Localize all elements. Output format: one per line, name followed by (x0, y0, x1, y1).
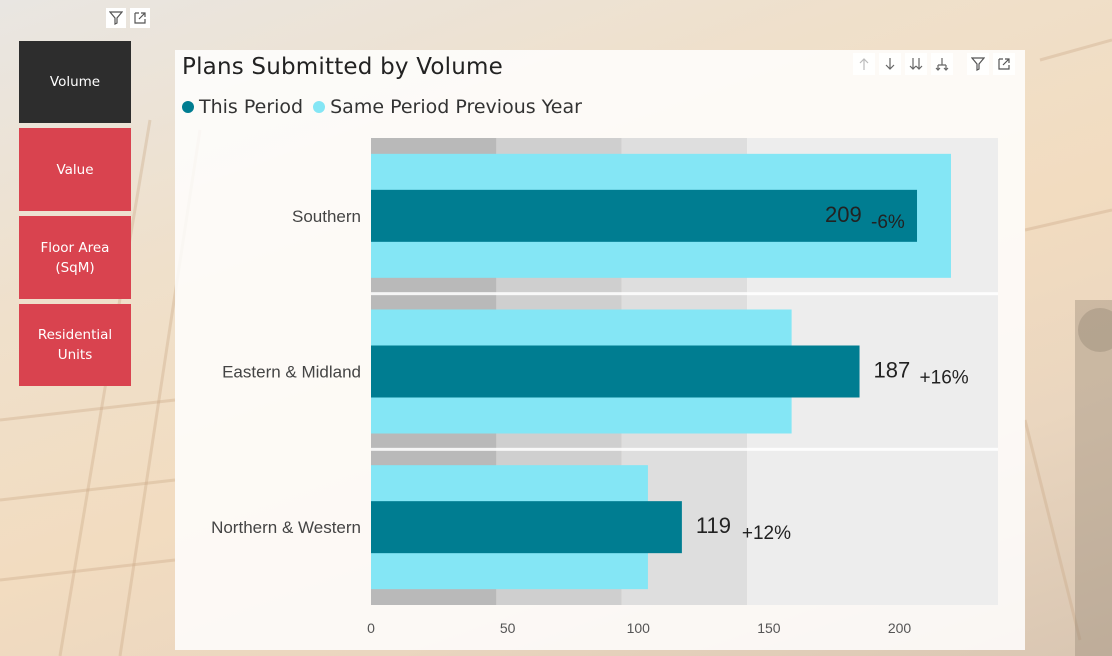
slicer-button-label: Floor Area (SqM) (40, 239, 110, 276)
category-label: Eastern & Midland (222, 363, 361, 382)
slicer-button-volume[interactable]: Volume (19, 41, 131, 123)
slicer-button-value[interactable]: Value (19, 128, 131, 211)
x-tick-label: 200 (888, 620, 912, 636)
focus-mode-icon[interactable] (130, 8, 150, 28)
legend-label: This Period (199, 96, 304, 118)
bar-this-period (371, 189, 918, 242)
slicer-button-residential-units[interactable]: Residential Units (19, 304, 131, 386)
metric-slicer: Volume Value Floor Area (SqM) Residentia… (19, 41, 131, 391)
change-label: +12% (742, 523, 791, 544)
slicer-button-label: Residential Units (37, 327, 113, 363)
slicer-button-label: Value (56, 161, 94, 178)
expand-hierarchy-icon[interactable] (931, 53, 953, 75)
x-tick-label: 150 (757, 620, 781, 636)
focus-mode-icon[interactable] (993, 53, 1015, 75)
filter-icon[interactable] (106, 8, 126, 28)
drill-up-icon[interactable] (853, 53, 875, 75)
x-tick-label: 50 (500, 620, 516, 636)
x-tick-label: 0 (367, 620, 375, 636)
filter-icon[interactable] (967, 53, 989, 75)
category-label: Southern (292, 207, 361, 226)
legend-label: Same Period Previous Year (330, 96, 582, 118)
data-label: 119 (696, 513, 731, 538)
data-label: 209 (825, 202, 862, 227)
chart-legend: This Period Same Period Previous Year (182, 96, 592, 118)
visual-header-icons (853, 53, 1015, 75)
change-label: +16% (920, 368, 969, 389)
slicer-button-label: Volume (49, 74, 101, 90)
row-separator (371, 292, 998, 296)
legend-item-previous-year[interactable]: Same Period Previous Year (313, 96, 582, 118)
bar-this-period (371, 501, 682, 554)
row-separator (371, 447, 998, 451)
category-label: Northern & Western (211, 518, 361, 537)
slicer-header-icons (106, 8, 150, 28)
change-label: -6% (871, 212, 905, 233)
expand-next-level-icon[interactable] (905, 53, 927, 75)
legend-marker (182, 101, 194, 113)
bar-this-period (371, 345, 860, 398)
legend-item-this-period[interactable]: This Period (182, 96, 303, 118)
slicer-button-floor-area[interactable]: Floor Area (SqM) (19, 216, 131, 299)
legend-marker (313, 101, 326, 113)
chart-title: Plans Submitted by Volume (182, 54, 503, 80)
x-tick-label: 100 (627, 620, 651, 636)
drill-down-icon[interactable] (879, 53, 901, 75)
data-label: 187 (874, 358, 911, 383)
